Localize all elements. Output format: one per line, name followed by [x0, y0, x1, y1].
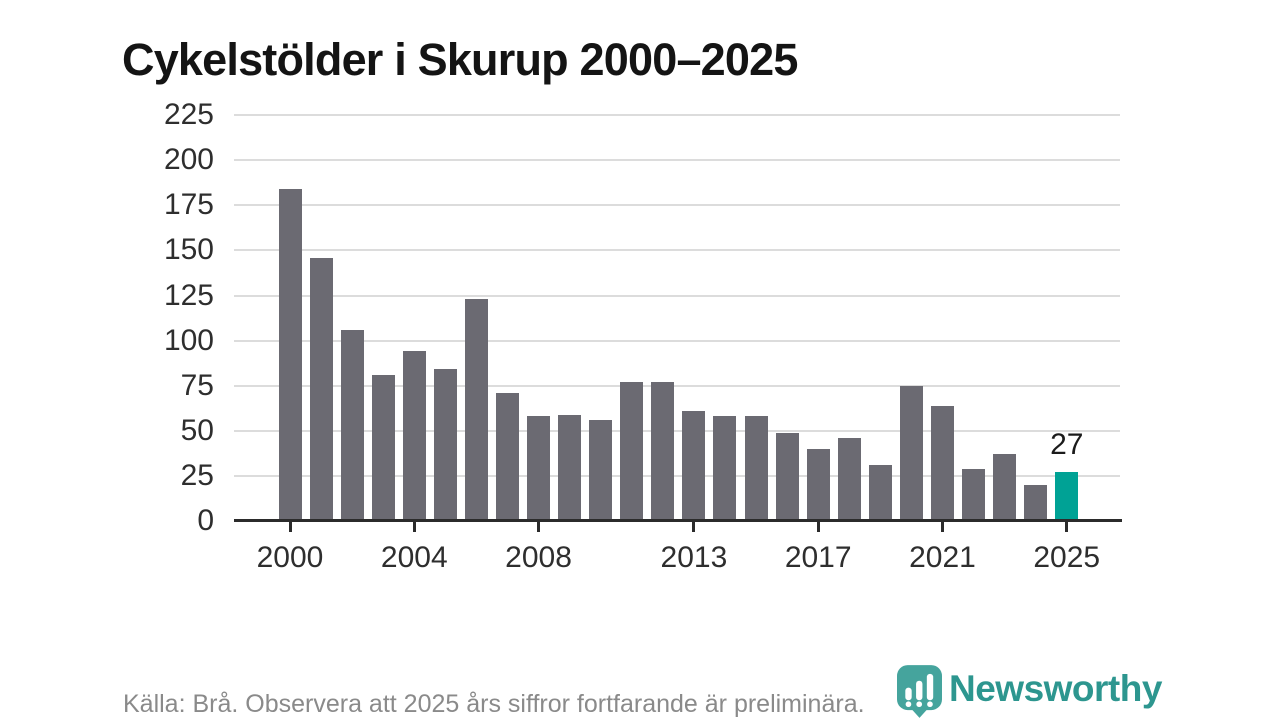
bar-2011 — [620, 382, 644, 521]
bar-2022 — [962, 468, 986, 521]
bar-2003 — [371, 374, 395, 521]
bar-2001 — [309, 257, 333, 521]
y-gridline-100 — [234, 339, 1120, 342]
x-tick-label-2008: 2008 — [505, 541, 572, 574]
y-gridline-150 — [234, 249, 1120, 252]
bar-2006 — [464, 299, 488, 521]
y-tick-label-125: 125 — [163, 278, 214, 312]
x-tick-label-2021: 2021 — [909, 541, 976, 574]
bar-2008 — [527, 416, 551, 521]
x-tick-label-2025: 2025 — [1033, 541, 1101, 574]
x-tick-2021 — [940, 522, 944, 532]
y-tick-label-150: 150 — [163, 233, 214, 267]
y-tick-label-100: 100 — [163, 323, 214, 357]
y-tick-label-25: 25 — [180, 458, 214, 492]
bar-2017 — [806, 448, 830, 521]
bar-2015 — [744, 416, 768, 521]
bar-2024 — [1024, 484, 1048, 521]
y-tick-label-225: 225 — [163, 98, 214, 132]
bar-2014 — [713, 416, 737, 521]
bar-2016 — [775, 432, 799, 521]
x-tick-2025 — [1065, 522, 1069, 532]
x-tick-label-2000: 2000 — [256, 541, 324, 574]
y-tick-label-200: 200 — [163, 143, 214, 177]
bar-2019 — [868, 465, 892, 521]
y-gridline-50 — [234, 429, 1120, 432]
bar-2005 — [433, 369, 457, 521]
y-gridline-225 — [234, 114, 1120, 117]
x-tick-label-2017: 2017 — [784, 541, 852, 574]
y-tick-label-0: 0 — [197, 504, 214, 537]
bar-2004 — [402, 351, 426, 521]
bar-2013 — [682, 410, 706, 521]
y-gridline-25 — [234, 474, 1120, 477]
y-gridline-75 — [234, 384, 1120, 387]
x-tick-2017 — [816, 522, 820, 532]
source-note: Källa: Brå. Observera att 2025 års siffr… — [123, 690, 865, 718]
newsworthy-pin-barchart-icon — [897, 664, 942, 718]
bar-2010 — [589, 419, 613, 521]
bar-2009 — [558, 414, 582, 521]
x-tick-label-2013: 2013 — [660, 541, 728, 574]
bar-2012 — [651, 382, 675, 521]
y-gridline-125 — [234, 294, 1120, 297]
bar-2018 — [837, 438, 861, 521]
x-tick-label-2004: 2004 — [380, 541, 448, 574]
bar-2025 — [1055, 472, 1079, 521]
bar-2020 — [899, 385, 923, 521]
page-title: Cykelstölder i Skurup 2000–2025 — [122, 34, 798, 86]
y-tick-label-50: 50 — [180, 413, 214, 447]
x-tick-2000 — [288, 522, 292, 532]
x-tick-2004 — [412, 522, 416, 532]
y-gridline-200 — [234, 159, 1120, 162]
highlight-value-label: 27 — [1050, 428, 1084, 462]
bar-2007 — [495, 392, 519, 521]
newsworthy-logo: Newsworthy — [897, 664, 1162, 718]
x-tick-2008 — [537, 522, 541, 532]
bar-2023 — [993, 454, 1017, 521]
x-tick-2013 — [692, 522, 696, 532]
bar-2021 — [930, 405, 954, 521]
y-tick-label-175: 175 — [163, 188, 214, 222]
y-gridline-175 — [234, 204, 1120, 207]
y-tick-label-75: 75 — [180, 368, 214, 402]
bar-2002 — [340, 329, 364, 521]
bar-2000 — [278, 189, 302, 521]
x-axis-line — [234, 519, 1122, 522]
newsworthy-logo-text: Newsworthy — [949, 668, 1162, 709]
